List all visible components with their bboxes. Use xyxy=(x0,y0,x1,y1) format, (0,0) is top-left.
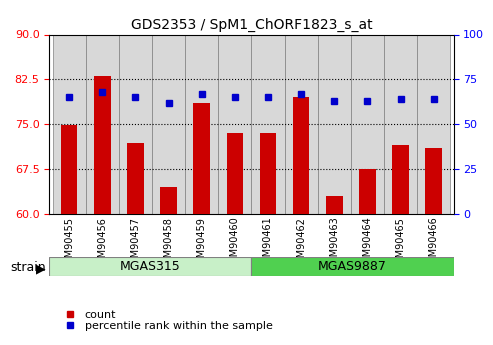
Bar xyxy=(119,34,152,214)
Title: GDS2353 / SpM1_ChORF1823_s_at: GDS2353 / SpM1_ChORF1823_s_at xyxy=(131,18,372,32)
Text: MGAS9887: MGAS9887 xyxy=(318,260,387,273)
Bar xyxy=(359,169,376,214)
Bar xyxy=(53,34,86,214)
Bar xyxy=(351,34,384,214)
Bar xyxy=(185,34,218,214)
Bar xyxy=(384,34,417,214)
Bar xyxy=(152,34,185,214)
Bar xyxy=(284,34,317,214)
Bar xyxy=(251,34,284,214)
Text: ▶: ▶ xyxy=(35,262,45,275)
Bar xyxy=(227,133,243,214)
Bar xyxy=(61,125,77,214)
Bar xyxy=(160,187,177,214)
Bar xyxy=(127,143,144,214)
Bar xyxy=(417,34,450,214)
Bar xyxy=(49,257,251,276)
Bar xyxy=(260,133,276,214)
Legend: count, percentile rank within the sample: count, percentile rank within the sample xyxy=(55,306,277,336)
Bar xyxy=(317,34,351,214)
Bar xyxy=(94,76,110,214)
Bar xyxy=(392,145,409,214)
Bar xyxy=(425,148,442,214)
Bar xyxy=(326,196,343,214)
Bar xyxy=(251,257,454,276)
Bar xyxy=(86,34,119,214)
Bar xyxy=(193,103,210,214)
Text: strain: strain xyxy=(10,261,45,274)
Bar xyxy=(293,97,310,214)
Text: MGAS315: MGAS315 xyxy=(120,260,181,273)
Bar xyxy=(218,34,251,214)
